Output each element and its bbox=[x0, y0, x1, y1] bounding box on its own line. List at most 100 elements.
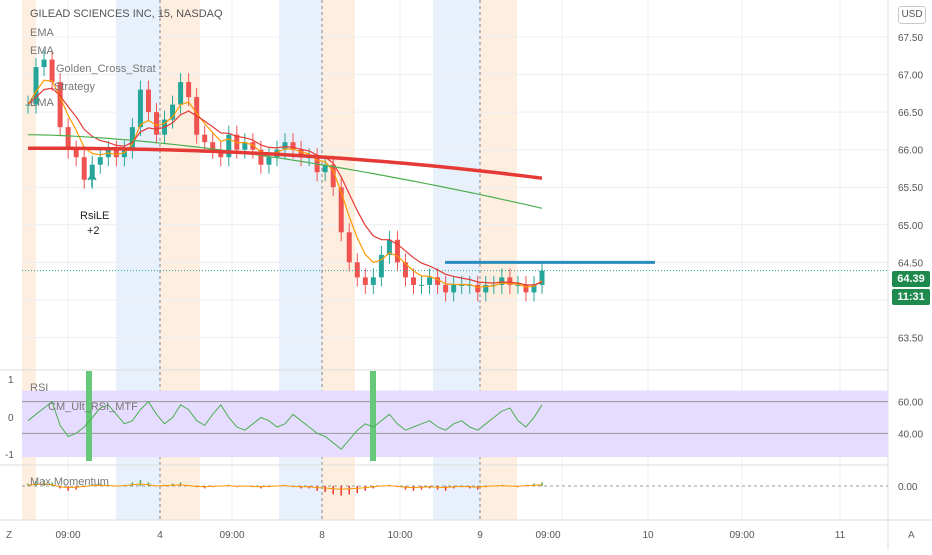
candle-body bbox=[25, 104, 31, 106]
candle-body bbox=[394, 239, 400, 263]
legend-cm-ult-rsi[interactable]: CM_Ult_RSI_MTF bbox=[48, 401, 138, 413]
time-axis-tick: 09:00 bbox=[729, 530, 754, 541]
candle-body bbox=[290, 142, 296, 150]
candle-body bbox=[121, 149, 127, 158]
candle-body bbox=[475, 284, 481, 293]
chart-title: GILEAD SCIENCES INC, 15, NASDAQ bbox=[30, 8, 223, 20]
candle-body bbox=[49, 59, 55, 83]
candle-body bbox=[73, 149, 79, 158]
rsi-axis-tick: 40.00 bbox=[898, 429, 923, 440]
time-axis-tick: 10:00 bbox=[387, 530, 412, 541]
candle-body bbox=[89, 164, 95, 180]
ema-red-line bbox=[27, 87, 543, 286]
legend-strategy[interactable]: Strategy bbox=[54, 81, 95, 93]
time-axis-tick: 09:00 bbox=[219, 530, 244, 541]
candle-body bbox=[137, 89, 143, 128]
rsi-left-tick: 1 bbox=[8, 375, 14, 386]
ema-slow-line bbox=[28, 146, 543, 180]
ema-fast-line bbox=[27, 79, 543, 288]
price-axis-tick: 67.00 bbox=[898, 71, 923, 82]
legend-max-momentum[interactable]: Max Momentum bbox=[30, 476, 109, 488]
candle-body bbox=[322, 164, 328, 173]
time-axis-tick: 09:00 bbox=[535, 530, 560, 541]
momentum-line bbox=[27, 483, 543, 490]
legend-ema-1[interactable]: EMA bbox=[30, 27, 54, 39]
price-axis-tick: 67.50 bbox=[898, 33, 923, 44]
rsi-signal-bar bbox=[86, 371, 92, 461]
time-axis-tick: 9 bbox=[477, 530, 483, 541]
time-axis-tick: 4 bbox=[157, 530, 163, 541]
legend-ema-2[interactable]: EMA bbox=[30, 45, 54, 57]
candle-body bbox=[362, 277, 368, 285]
candle-body bbox=[250, 142, 256, 150]
rsi-band bbox=[22, 390, 888, 458]
candle-body bbox=[523, 284, 529, 293]
rsi-line bbox=[27, 400, 543, 450]
candle-body bbox=[354, 262, 360, 278]
candle-body bbox=[435, 277, 441, 285]
candle-body bbox=[97, 157, 103, 165]
session-band bbox=[22, 0, 36, 520]
candle-body bbox=[330, 164, 336, 188]
time-axis-tick: 11 bbox=[835, 530, 846, 541]
candle-body bbox=[41, 59, 47, 68]
countdown-tag: 11:31 bbox=[892, 289, 930, 305]
candle-body bbox=[210, 142, 216, 150]
candle-body bbox=[33, 67, 39, 105]
candle-body bbox=[346, 232, 352, 263]
momentum-axis-tick: 0.00 bbox=[898, 482, 918, 493]
candle-body bbox=[65, 127, 71, 150]
candle-body bbox=[451, 284, 457, 293]
last-price-tag: 64.39 bbox=[892, 271, 930, 287]
price-axis-tick: 65.00 bbox=[898, 221, 923, 232]
currency-button[interactable]: USD bbox=[898, 6, 926, 24]
auto-scale-button[interactable]: A bbox=[908, 530, 915, 541]
candle-body bbox=[507, 277, 513, 285]
legend-ema-3[interactable]: EMA bbox=[30, 97, 54, 109]
candle-body bbox=[282, 142, 288, 150]
candle-body bbox=[145, 89, 151, 113]
signal-arrow bbox=[87, 172, 97, 187]
candle-body bbox=[81, 157, 87, 180]
candle-body bbox=[467, 284, 473, 286]
candle-body bbox=[242, 142, 248, 150]
legend-golden-cross[interactable]: Golden_Cross_Strat bbox=[56, 63, 156, 75]
candle-body bbox=[202, 134, 208, 143]
candle-body bbox=[443, 284, 449, 293]
candle-body bbox=[266, 157, 272, 165]
candle-body bbox=[170, 104, 176, 120]
price-axis-tick: 63.50 bbox=[898, 333, 923, 344]
rsi-left-tick: 0 bbox=[8, 413, 14, 424]
candle-body bbox=[129, 127, 135, 150]
candle-body bbox=[314, 157, 320, 173]
candle-body bbox=[258, 149, 264, 165]
candle-body bbox=[378, 254, 384, 278]
candle-body bbox=[531, 284, 537, 293]
price-axis-tick: 64.50 bbox=[898, 258, 923, 269]
rsi-left-tick: -1 bbox=[5, 450, 14, 461]
candle-body bbox=[338, 187, 344, 233]
candle-body bbox=[226, 134, 232, 158]
candle-body bbox=[483, 284, 489, 293]
price-axis-tick: 66.50 bbox=[898, 108, 923, 119]
candle-body bbox=[419, 284, 425, 286]
candle-body bbox=[298, 149, 304, 158]
signal-qty: +2 bbox=[87, 225, 100, 237]
candle-body bbox=[499, 277, 505, 285]
candle-body bbox=[178, 82, 184, 105]
candle-body bbox=[402, 262, 408, 278]
timezone-button[interactable]: Z bbox=[6, 530, 13, 541]
time-axis-tick: 09:00 bbox=[55, 530, 80, 541]
candle-body bbox=[186, 82, 192, 98]
time-axis-tick: 8 bbox=[319, 530, 325, 541]
price-axis-tick: 65.50 bbox=[898, 183, 923, 194]
rsi-signal-bar bbox=[370, 371, 376, 461]
candle-body bbox=[427, 277, 433, 285]
legend-rsi[interactable]: RSI bbox=[30, 382, 49, 394]
candle-body bbox=[411, 277, 416, 285]
time-axis-tick: 10 bbox=[642, 530, 654, 541]
price-axis-tick: 66.00 bbox=[898, 146, 923, 157]
candle-body bbox=[113, 149, 119, 158]
